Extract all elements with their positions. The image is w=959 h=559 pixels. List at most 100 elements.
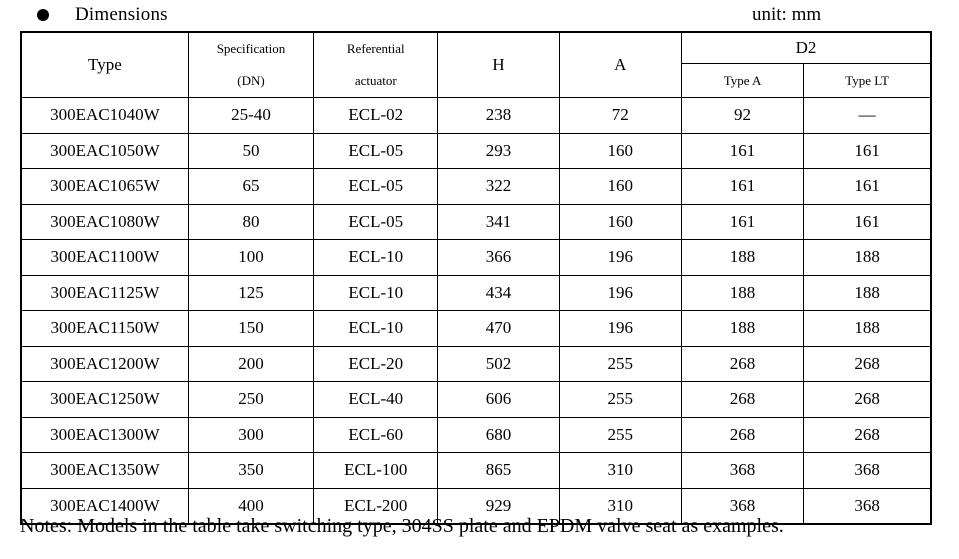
col-header-d2: D2	[680, 31, 932, 65]
dn-cell: 400	[187, 487, 315, 525]
dn-cell: 125	[187, 274, 315, 311]
table-row: 300EAC1250W 250 ECL-40 606 255 268 268	[20, 381, 932, 418]
specification-header-lines: Specification (DN)	[189, 33, 312, 97]
d2-type-a-cell: 161	[680, 168, 805, 205]
col-header-d2-type-lt: Type LT	[803, 63, 932, 98]
d2-type-a-cell: 368	[680, 487, 805, 525]
d2-type-a-cell: 268	[680, 345, 805, 382]
actuator-cell: ECL-05	[313, 168, 439, 205]
col-header-d2-type-a: Type A	[680, 63, 805, 98]
a-cell: 196	[558, 239, 682, 276]
a-cell: 310	[558, 487, 682, 525]
table-row: 300EAC1100W 100 ECL-10 366 196 188 188	[20, 239, 932, 276]
a-cell: 255	[558, 381, 682, 418]
h-cell: 366	[437, 239, 560, 276]
table-row: 300EAC1065W 65 ECL-05 322 160 161 161	[20, 168, 932, 205]
table-row: 300EAC1150W 150 ECL-10 470 196 188 188	[20, 310, 932, 347]
h-cell: 929	[437, 487, 560, 525]
d2-type-lt-cell: 161	[803, 168, 932, 205]
table-header: Type Specification (DN) Referential actu…	[20, 31, 932, 98]
h-cell: 680	[437, 416, 560, 453]
dn-cell: 80	[187, 203, 315, 240]
dn-cell: 65	[187, 168, 315, 205]
a-cell: 255	[558, 416, 682, 453]
col-header-type: Type	[20, 31, 189, 98]
type-cell: 300EAC1200W	[20, 345, 189, 382]
d2-type-a-cell: 368	[680, 452, 805, 489]
d2-type-lt-cell: 188	[803, 274, 932, 311]
col-header-specification: Specification (DN)	[187, 31, 315, 98]
type-cell: 300EAC1150W	[20, 310, 189, 347]
d2-type-a-cell: 188	[680, 310, 805, 347]
h-cell: 606	[437, 381, 560, 418]
h-cell: 293	[437, 132, 560, 169]
type-cell: 300EAC1350W	[20, 452, 189, 489]
type-cell: 300EAC1065W	[20, 168, 189, 205]
d2-type-a-cell: 188	[680, 274, 805, 311]
d2-type-lt-cell: 368	[803, 487, 932, 525]
h-cell: 470	[437, 310, 560, 347]
d2-type-a-cell: 268	[680, 416, 805, 453]
a-cell: 196	[558, 274, 682, 311]
actuator-cell: ECL-10	[313, 310, 439, 347]
a-cell: 160	[558, 168, 682, 205]
d2-type-lt-cell: —	[803, 97, 932, 134]
table-row: 300EAC1080W 80 ECL-05 341 160 161 161	[20, 203, 932, 240]
dn-cell: 350	[187, 452, 315, 489]
table-row: 300EAC1125W 125 ECL-10 434 196 188 188	[20, 274, 932, 311]
actuator-cell: ECL-40	[313, 381, 439, 418]
h-cell: 341	[437, 203, 560, 240]
col-header-actuator: Referential actuator	[313, 31, 439, 98]
d2-type-a-cell: 188	[680, 239, 805, 276]
actuator-cell: ECL-10	[313, 274, 439, 311]
table-body: 300EAC1040W 25-40 ECL-02 238 72 92—300EAC1050…	[20, 97, 932, 525]
a-cell: 255	[558, 345, 682, 382]
a-cell: 160	[558, 132, 682, 169]
a-cell: 310	[558, 452, 682, 489]
dn-cell: 200	[187, 345, 315, 382]
table-row: 300EAC1050W 50 ECL-05 293 160 161 161	[20, 132, 932, 169]
actuator-cell: ECL-02	[313, 97, 439, 134]
specification-header-line2: (DN)	[237, 73, 265, 88]
actuator-cell: ECL-05	[313, 132, 439, 169]
type-cell: 300EAC1040W	[20, 97, 189, 134]
d2-type-lt-cell: 368	[803, 452, 932, 489]
a-cell: 196	[558, 310, 682, 347]
table-row: 300EAC1300W 300 ECL-60 680 255 268 268	[20, 416, 932, 453]
dn-cell: 300	[187, 416, 315, 453]
actuator-cell: ECL-60	[313, 416, 439, 453]
d2-type-a-cell: 161	[680, 132, 805, 169]
d2-type-a-cell: 268	[680, 381, 805, 418]
type-cell: 300EAC1100W	[20, 239, 189, 276]
notes-text: Notes: Models in the table take switchin…	[20, 515, 784, 537]
d2-type-lt-cell: 161	[803, 132, 932, 169]
dn-cell: 50	[187, 132, 315, 169]
d2-type-lt-cell: 188	[803, 310, 932, 347]
d2-type-lt-cell: 268	[803, 345, 932, 382]
type-cell: 300EAC1125W	[20, 274, 189, 311]
h-cell: 865	[437, 452, 560, 489]
type-cell: 300EAC1400W	[20, 487, 189, 525]
section-title: Dimensions	[75, 4, 168, 25]
d2-type-a-cell: 92	[680, 97, 805, 134]
header-row-1: Type Specification (DN) Referential actu…	[20, 31, 932, 98]
type-cell: 300EAC1250W	[20, 381, 189, 418]
col-header-a: A	[558, 31, 682, 98]
dimensions-table: Type Specification (DN) Referential actu…	[20, 31, 932, 525]
header-row-2: Type A Type LT	[21, 63, 932, 98]
table-row: 300EAC1350W 350 ECL-100 865 310 368 368	[20, 452, 932, 489]
col-header-h: H	[437, 31, 560, 98]
actuator-cell: ECL-10	[313, 239, 439, 276]
h-cell: 322	[437, 168, 560, 205]
specification-header-line1: Specification	[216, 41, 286, 56]
a-cell: 72	[558, 97, 682, 134]
table-row: 300EAC1400W 400 ECL-200 929 310 368 368	[20, 487, 932, 525]
dn-cell: 150	[187, 310, 315, 347]
type-cell: 300EAC1300W	[20, 416, 189, 453]
h-cell: 434	[437, 274, 560, 311]
d2-type-lt-cell: 268	[803, 416, 932, 453]
a-cell: 160	[558, 203, 682, 240]
dn-cell: 25-40	[187, 97, 315, 134]
section-title-row: Dimensions	[37, 2, 168, 28]
